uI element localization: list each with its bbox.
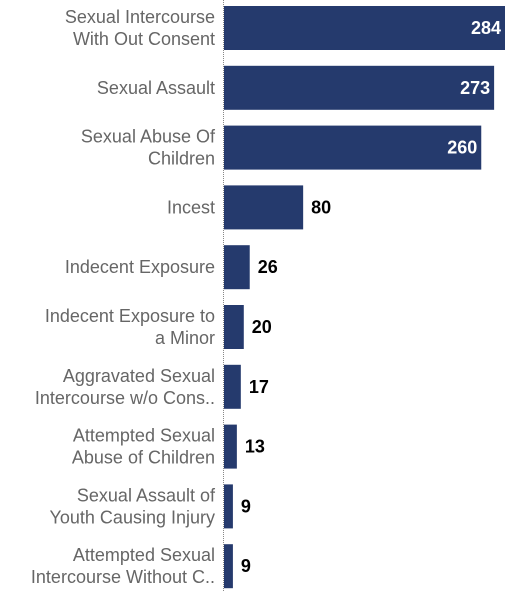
category-label-line: Abuse of Children [72,448,215,468]
category-label-line: Youth Causing Injury [50,507,215,527]
value-label: 20 [252,317,272,337]
bars-group [224,6,505,589]
value-labels-group: 284 273 260 80 26 20 17 13 9 9 [241,18,501,576]
category-label: Indecent Exposure to a Minor [45,306,215,348]
category-label-line: Indecent Exposure to [45,306,215,326]
bar [224,65,495,110]
category-label: Sexual Assault [97,78,215,98]
category-label-line: Indecent Exposure [65,257,215,277]
value-label: 13 [245,437,265,457]
bar [224,364,241,409]
bar [224,544,233,589]
value-label: 273 [460,78,490,98]
category-label: Sexual Abuse Of Children [81,127,216,169]
category-label-line: a Minor [155,328,215,348]
value-label: 26 [258,257,278,277]
category-label: Attempted Sexual Intercourse Without C.. [31,545,215,587]
category-label-line: Aggravated Sexual [63,366,215,386]
category-label: Indecent Exposure [65,257,215,277]
bar [224,305,244,349]
category-label-line: Sexual Assault [97,78,215,98]
category-label-line: Sexual Assault of [77,485,216,505]
bar [224,424,237,469]
category-label: Sexual Assault of Youth Causing Injury [50,485,216,527]
bar [224,484,233,529]
category-label-line: Attempted Sexual [73,545,215,565]
value-label: 9 [241,556,251,576]
bar [224,125,482,170]
value-label: 284 [471,18,501,38]
category-labels-group: Sexual Intercourse With Out ConsentSexual… [31,7,216,587]
category-label-line: Incest [167,197,215,217]
category-label: Incest [167,197,215,217]
category-label-line: Intercourse Without C.. [31,567,215,587]
category-label-line: With Out Consent [73,29,215,49]
bar [224,6,505,50]
value-label: 17 [249,377,269,397]
value-label: 9 [241,496,251,516]
category-label-line: Intercourse w/o Cons.. [35,388,215,408]
value-label: 80 [311,197,331,217]
bar [224,245,250,290]
value-label: 260 [447,138,477,158]
category-label-line: Children [148,149,215,169]
category-label-line: Sexual Intercourse [65,7,215,27]
category-label-line: Sexual Abuse Of [81,127,216,147]
category-label: Sexual Intercourse With Out Consent [65,7,215,49]
category-label: Aggravated Sexual Intercourse w/o Cons.. [35,366,215,408]
bar [224,185,304,230]
category-label: Attempted Sexual Abuse of Children [72,426,215,468]
category-label-line: Attempted Sexual [73,426,215,446]
